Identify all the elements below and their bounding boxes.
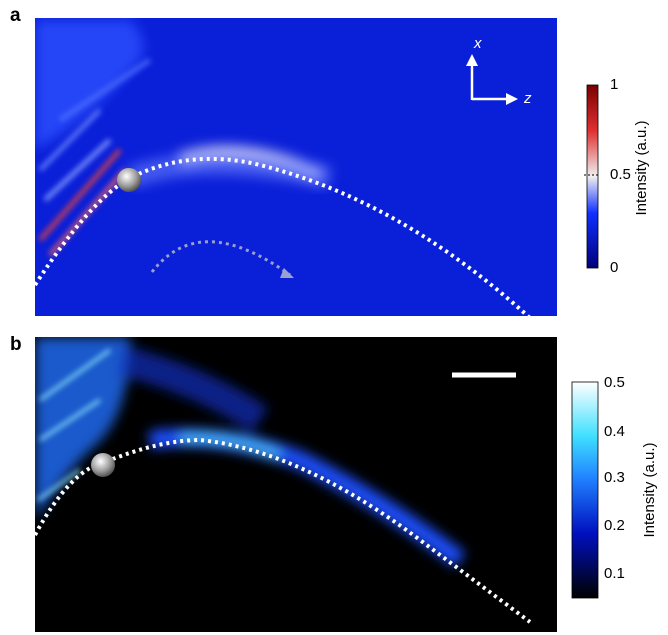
intensity-map	[35, 18, 557, 316]
colorbar-label: Intensity (a.u.)	[641, 442, 658, 537]
colorbar	[586, 84, 599, 269]
colorbar-tick-label: 0.2	[604, 517, 625, 534]
intensity-map	[35, 337, 557, 632]
colorbar-tick-label: 0.4	[604, 423, 625, 440]
colorbar-tick-label: 0.3	[604, 469, 625, 486]
colorbar-tick-label: 0.1	[604, 565, 625, 582]
colorbar-label: Intensity (a.u.)	[633, 120, 650, 215]
panel-label: a	[10, 5, 21, 26]
axis-label: x	[473, 35, 482, 52]
colorbar-tick-label: 0.5	[610, 166, 631, 183]
panel-label: b	[10, 334, 22, 355]
axis-indicator	[466, 54, 518, 105]
axis-label: z	[523, 90, 532, 107]
colorbar	[571, 381, 599, 599]
colorbar-tick-label: 0	[610, 259, 618, 276]
colorbar-tick-label: 0.5	[604, 374, 625, 391]
colorbar-tick-label: 1	[610, 76, 618, 93]
